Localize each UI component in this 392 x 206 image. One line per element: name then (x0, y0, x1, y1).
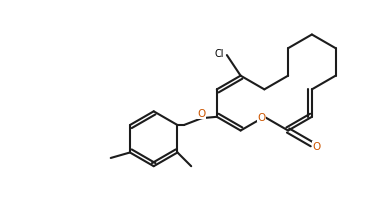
Text: Cl: Cl (214, 49, 224, 59)
Text: O: O (257, 112, 265, 122)
Text: O: O (198, 109, 206, 119)
Text: O: O (312, 142, 321, 151)
